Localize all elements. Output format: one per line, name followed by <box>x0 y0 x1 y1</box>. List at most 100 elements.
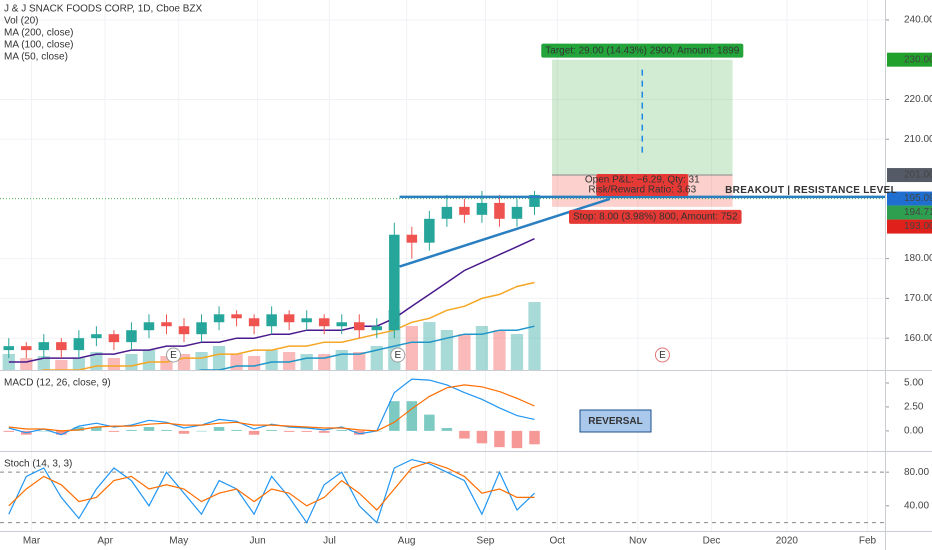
indicator-line <box>8 238 535 363</box>
histogram-bar <box>266 429 277 431</box>
x-tick-label: May <box>169 536 188 547</box>
candle-body <box>336 322 347 327</box>
annotation-box <box>579 409 652 433</box>
histogram-bar <box>213 427 225 431</box>
indicator-line <box>8 384 535 432</box>
indicator-line <box>8 378 535 436</box>
earnings-marker <box>654 347 670 363</box>
x-tick-label: Aug <box>398 536 416 547</box>
panel-title: Stoch (14, 3, 3) <box>4 459 72 470</box>
histogram-bar <box>283 430 295 432</box>
histogram-bar <box>56 430 67 435</box>
candle-body <box>371 326 383 331</box>
annotation: REVERSAL <box>588 416 642 427</box>
panel-title: MACD (12, 26, close, 9) <box>4 378 111 389</box>
chart-title: J & J SNACK FOODS CORP, 1D, Cboe BZX <box>4 4 203 15</box>
volume-bar <box>335 350 348 370</box>
earnings-marker <box>165 347 181 363</box>
price-tag <box>887 219 932 234</box>
candle-body <box>248 318 260 327</box>
histogram-bar <box>91 427 102 431</box>
histogram-bar <box>126 429 137 431</box>
histogram-bar <box>406 401 418 431</box>
histogram-bar <box>529 430 540 445</box>
histogram-bar <box>231 429 242 431</box>
candle-body <box>318 318 330 327</box>
volume-bar <box>458 334 471 370</box>
candle-body <box>231 314 242 319</box>
price-tag-label: 230.00 <box>904 54 932 65</box>
x-tick-label: Apr <box>97 536 113 547</box>
x-tick-label: Jun <box>250 536 266 547</box>
x-tick-label: Mar <box>23 536 41 547</box>
volume-bar <box>405 326 418 370</box>
volume-bar <box>353 352 366 370</box>
price-tag <box>887 191 932 206</box>
candle-body <box>424 218 435 243</box>
volume-bar <box>125 354 138 370</box>
histogram-bar <box>301 430 312 432</box>
candle-body <box>266 314 277 327</box>
histogram-bar <box>476 430 488 444</box>
earnings-marker <box>390 347 406 363</box>
candle-body <box>529 194 540 207</box>
target-label-box <box>541 43 744 58</box>
histogram-bar <box>424 414 435 431</box>
stop-label: Stop: 8.00 (3.98%) 800, Amount: 752 <box>573 212 738 223</box>
volume-bar <box>212 346 226 370</box>
price-tag <box>887 205 932 220</box>
x-tick-label: 2020 <box>776 536 799 547</box>
indicator-line <box>40 281 535 370</box>
histogram-bar <box>178 430 190 434</box>
histogram-bar <box>73 427 85 431</box>
candle-body <box>91 334 102 339</box>
earnings-label: E <box>170 350 177 361</box>
y-tick-label: 180.00 <box>904 253 932 264</box>
candle-body <box>73 338 85 351</box>
y-tick-label: 240.00 <box>904 15 932 26</box>
volume-bar <box>247 356 261 370</box>
legend-entry: Vol (20) <box>4 16 38 27</box>
candle-body <box>494 202 505 219</box>
candle-body <box>476 202 488 215</box>
volume-bar <box>20 358 33 370</box>
earnings-label: E <box>659 350 666 361</box>
legend-entry: MA (100, close) <box>4 40 73 51</box>
earnings-label: E <box>394 350 401 361</box>
histogram-bar <box>354 430 365 435</box>
volume-bar <box>510 334 524 370</box>
volume-bar <box>440 330 454 370</box>
volume-bar <box>2 354 15 370</box>
histogram-bar <box>336 429 347 431</box>
x-tick-label: Nov <box>629 536 647 547</box>
y-tick-label: 5.00 <box>904 378 924 389</box>
legend-entry: MA (200, close) <box>4 28 73 39</box>
histogram-bar <box>441 428 453 431</box>
candle-body <box>389 234 400 331</box>
candle-body <box>196 322 207 335</box>
histogram-bar <box>248 430 260 435</box>
rr-label: Risk/Reward Ratio: 3.63 <box>588 185 696 196</box>
price-tag-label: 193.00 <box>904 221 932 232</box>
candle-body <box>126 330 137 343</box>
candle-body <box>354 322 365 331</box>
y-tick-label: 220.00 <box>904 94 932 105</box>
volume-bar <box>528 302 541 370</box>
volume-bar <box>195 352 208 370</box>
histogram-bar <box>38 430 50 432</box>
candle-body <box>283 314 295 323</box>
candle-body <box>161 322 172 327</box>
histogram-bar <box>108 430 120 432</box>
volume-bar <box>283 352 296 370</box>
pnl-label: Open P&L: −6.29, Qty: 31 <box>585 175 700 186</box>
x-tick-label: Sep <box>477 536 495 547</box>
candle-body <box>108 334 120 343</box>
y-tick-label: 210.00 <box>904 134 932 145</box>
candle-body <box>21 346 32 351</box>
volume-bar <box>107 358 121 370</box>
histogram-bar <box>389 401 400 431</box>
candle-body <box>441 206 453 219</box>
candle-body <box>406 234 418 243</box>
legend-entry: MA (50, close) <box>4 52 68 63</box>
